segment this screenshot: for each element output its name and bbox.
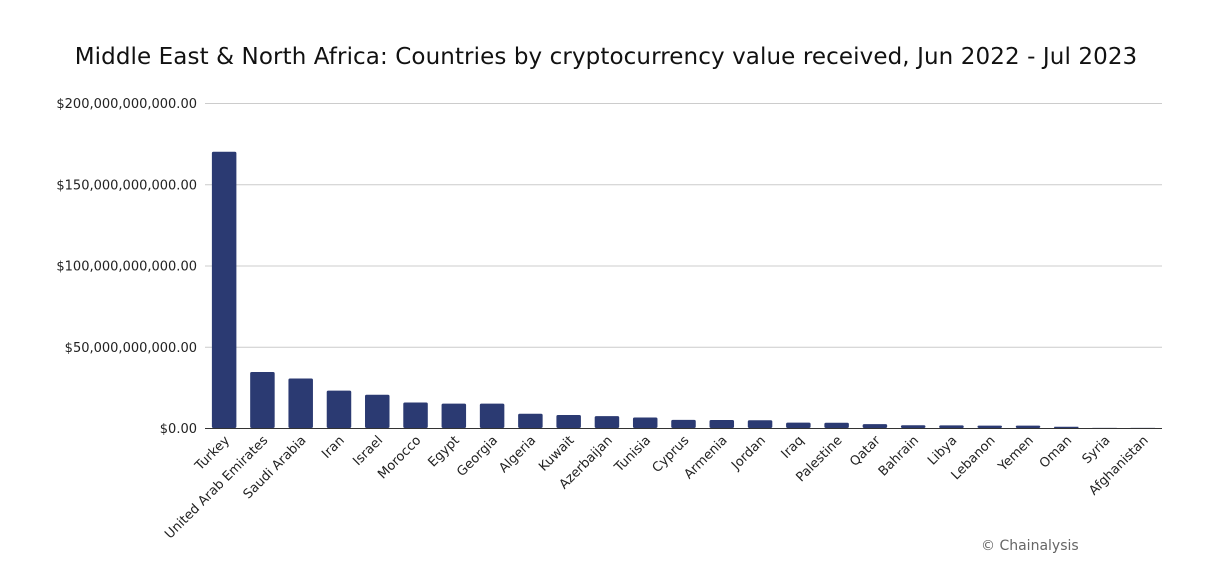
bar-libya bbox=[939, 425, 964, 428]
x-tick-label: Iran bbox=[319, 433, 348, 462]
x-tick-label: Oman bbox=[1037, 433, 1075, 471]
bar-egypt bbox=[441, 403, 467, 428]
bar-morocco bbox=[403, 402, 428, 428]
bars bbox=[211, 151, 1156, 428]
bar-cyprus bbox=[671, 419, 696, 428]
bar-iran bbox=[326, 390, 352, 428]
x-tick-label: Libya bbox=[925, 433, 960, 468]
x-tick-label: Jordan bbox=[728, 433, 769, 474]
bar-georgia bbox=[479, 403, 505, 428]
y-axis-ticks: $0.00 $50,000,000,000.00 $100,000,000,000.… bbox=[56, 97, 197, 437]
credit-text: © Chainalysis bbox=[981, 538, 1079, 554]
y-tick-label: $100,000,000,000.00 bbox=[56, 260, 197, 275]
bar-oman bbox=[1054, 426, 1079, 428]
x-tick-label: Algeria bbox=[496, 433, 539, 476]
chart-title: Middle East & North Africa: Countries by… bbox=[74, 44, 1138, 70]
bar-qatar bbox=[862, 424, 888, 428]
bar-armenia bbox=[709, 420, 735, 428]
y-tick-label: $150,000,000,000.00 bbox=[56, 178, 197, 193]
bar-palestine bbox=[824, 422, 849, 428]
bar-iraq bbox=[786, 422, 811, 428]
bar-algeria bbox=[518, 413, 543, 428]
bar-bahrain bbox=[900, 425, 926, 428]
bar-lebanon bbox=[977, 425, 1002, 428]
bar-saudi-arabia bbox=[288, 378, 313, 428]
bar-turkey bbox=[211, 151, 237, 428]
bar-tunisia bbox=[632, 417, 658, 428]
bar-kuwait bbox=[556, 415, 581, 428]
y-tick-label: $0.00 bbox=[160, 422, 197, 437]
x-tick-label: Qatar bbox=[847, 433, 884, 470]
x-tick-label: Israel bbox=[350, 433, 386, 469]
bar-jordan bbox=[747, 420, 773, 428]
x-tick-label: Egypt bbox=[426, 433, 463, 470]
gridlines bbox=[205, 103, 1162, 348]
x-tick-label: Syria bbox=[1080, 433, 1114, 467]
x-tick-label: Iraq bbox=[779, 433, 808, 462]
x-tick-label: Georgia bbox=[454, 433, 501, 480]
x-tick-label: Bahrain bbox=[876, 433, 922, 479]
bar-yemen bbox=[1015, 425, 1041, 428]
x-tick-label: Yemen bbox=[995, 433, 1037, 475]
bar-azerbaijan bbox=[594, 416, 620, 428]
bar-united-arab-emirates bbox=[250, 371, 275, 428]
y-tick-label: $50,000,000,000.00 bbox=[65, 341, 197, 356]
x-tick-label: Tunisia bbox=[611, 433, 654, 476]
bar-israel bbox=[365, 394, 390, 428]
y-tick-label: $200,000,000,000.00 bbox=[56, 97, 197, 112]
